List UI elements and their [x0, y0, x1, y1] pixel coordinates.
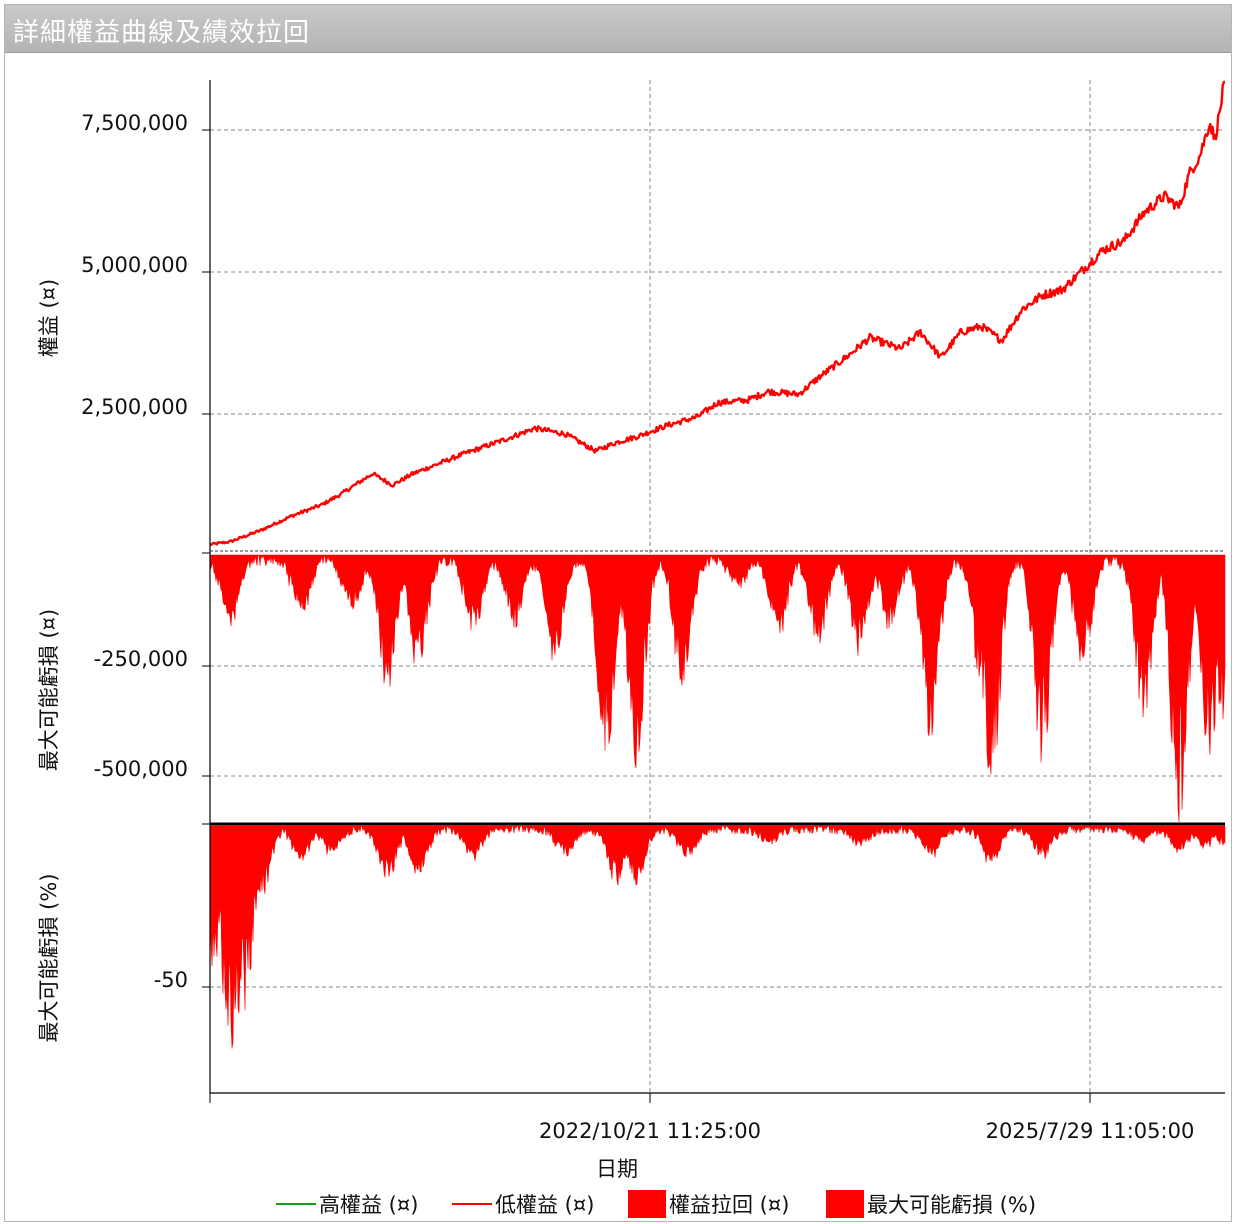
- y-axis-label-equity: 權益 (¤): [37, 279, 61, 357]
- x-tick-label: 2025/7/29 11:05:00: [986, 1119, 1195, 1143]
- y-axis-label-drawdown: 最大可能虧損 (¤): [37, 609, 61, 771]
- grid-lines: [210, 80, 1225, 1093]
- drawdown-percent-area: [209, 824, 1226, 1049]
- y-tick-label: -500,000: [94, 757, 188, 781]
- legend-label: 高權益 (¤): [319, 1193, 418, 1217]
- equity-line-low: [209, 80, 1226, 546]
- axes: [202, 80, 1225, 1103]
- x-tick-label: 2022/10/21 11:25:00: [539, 1119, 761, 1143]
- drawdown-panel: [209, 554, 1226, 823]
- legend-label: 權益拉回 (¤): [669, 1193, 789, 1217]
- y-tick-label: -50: [154, 968, 188, 992]
- legend: 高權益 (¤) 低權益 (¤) 權益拉回 (¤) 最大可能虧損 (%): [276, 1190, 1036, 1218]
- y-axis-label-drawdown-pct: 最大可能虧損 (%): [37, 873, 61, 1042]
- y-tick-label: 7,500,000: [81, 111, 188, 135]
- equity-panel: [209, 80, 1226, 546]
- legend-swatch-drawdown-pct: [826, 1190, 864, 1218]
- window-title: 詳細權益曲線及績效拉回: [13, 18, 311, 48]
- legend-label: 低權益 (¤): [495, 1193, 594, 1217]
- y-tick-label: 2,500,000: [81, 395, 188, 419]
- drawdown-percent-panel: [209, 824, 1226, 1049]
- drawdown-area: [209, 554, 1226, 823]
- y-tick-label: -250,000: [94, 647, 188, 671]
- x-axis-label: 日期: [596, 1157, 638, 1181]
- legend-swatch-drawdown: [628, 1190, 666, 1218]
- legend-label: 最大可能虧損 (%): [867, 1193, 1036, 1217]
- title-bar: 詳細權益曲線及績效拉回: [5, 5, 1231, 53]
- equity-line-high: [210, 82, 1225, 545]
- y-tick-label: 5,000,000: [81, 253, 188, 277]
